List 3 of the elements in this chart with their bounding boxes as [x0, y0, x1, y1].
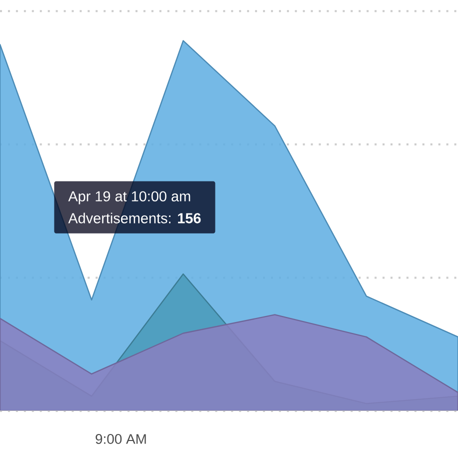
annotation: Apr 19 at 10:00 am	[68, 191, 190, 204]
annotation: Advertisements: 156	[68, 212, 201, 224]
text: 9:00 AM	[96, 434, 146, 444]
